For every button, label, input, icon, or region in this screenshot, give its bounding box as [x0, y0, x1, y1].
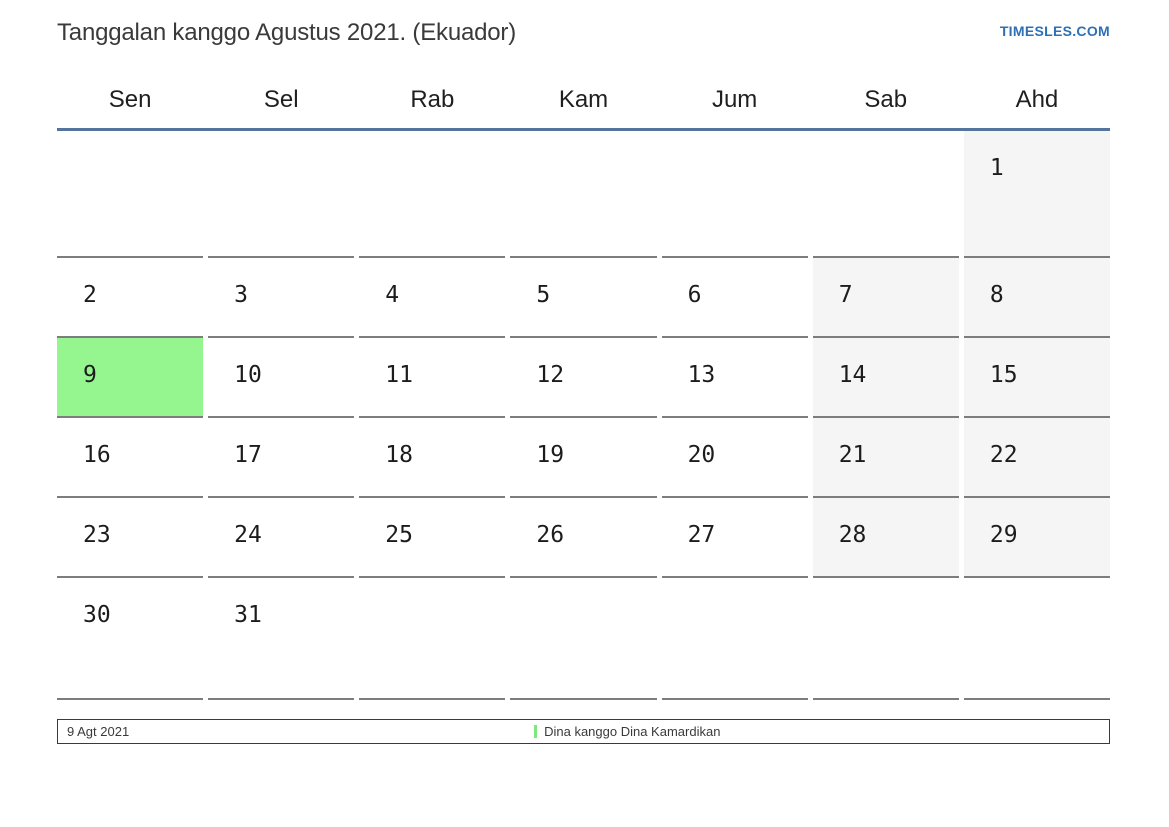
day-cell-30: 30 [57, 578, 204, 700]
day-cell-2: 2 [57, 258, 204, 338]
day-cell-15: 15 [963, 338, 1110, 418]
weekday-header-jum: Jum [711, 86, 758, 113]
day-cell-3: 3 [208, 258, 355, 338]
topbar: Tanggalan kanggo Agustus 2021. (Ekuador)… [57, 0, 1110, 75]
week-row-4: 16 17 18 19 20 21 22 [57, 418, 1110, 498]
weekday-header-ahd: Ahd [1015, 86, 1059, 113]
day-cell-6: 6 [661, 258, 808, 338]
weekday-header-rab: Rab [410, 86, 455, 113]
day-cell-13: 13 [661, 338, 808, 418]
weekday-header-row: Sen Sel Rab Kam Jum Sab Ahd [57, 75, 1110, 131]
day-cell-29: 29 [963, 498, 1110, 578]
calendar-grid: Sen Sel Rab Kam Jum Sab Ahd 1 2 3 4 5 6 7 8 9 10 11 12 13 1… [57, 75, 1110, 700]
day-cell-empty [510, 131, 657, 258]
day-cell-24: 24 [208, 498, 355, 578]
day-cell-28: 28 [812, 498, 959, 578]
day-cell-empty [661, 578, 808, 700]
day-cell-8: 8 [963, 258, 1110, 338]
day-cell-19: 19 [510, 418, 657, 498]
day-cell-9: 9 [57, 338, 204, 418]
day-cell-empty [661, 131, 808, 258]
calendar-page: Tanggalan kanggo Agustus 2021. (Ekuador)… [57, 0, 1110, 744]
weekday-header-sab: Sab [864, 86, 908, 113]
weekday-header-sen: Sen [108, 86, 152, 113]
legend-bar: 9 Agt 2021 Dina kanggo Dina Kamardikan [57, 719, 1110, 744]
week-row-6: 30 31 [57, 578, 1110, 700]
page-title: Tanggalan kanggo Agustus 2021. (Ekuador) [57, 19, 517, 46]
day-cell-1: 1 [963, 131, 1110, 258]
week-row-3: 9 10 11 12 13 14 15 [57, 338, 1110, 418]
day-cell-empty [812, 131, 959, 258]
weekday-header-kam: Kam [558, 86, 609, 113]
day-cell-21: 21 [812, 418, 959, 498]
day-cell-empty [208, 131, 355, 258]
day-cell-20: 20 [661, 418, 808, 498]
day-cell-empty [57, 131, 204, 258]
day-cell-empty [963, 578, 1110, 700]
day-cell-26: 26 [510, 498, 657, 578]
day-cell-empty [359, 578, 506, 700]
day-cell-27: 27 [661, 498, 808, 578]
day-cell-empty [510, 578, 657, 700]
day-cell-4: 4 [359, 258, 506, 338]
day-cell-16: 16 [57, 418, 204, 498]
brand-link[interactable]: TIMESLES.COM [999, 23, 1110, 39]
day-cell-22: 22 [963, 418, 1110, 498]
day-cell-5: 5 [510, 258, 657, 338]
day-cell-23: 23 [57, 498, 204, 578]
legend-date-label: 9 Agt 2021 [67, 724, 130, 739]
weeks-container: 1 2 3 4 5 6 7 8 9 10 11 12 13 14 15 16 17 18 19 20 21 22 23 24 2… [57, 131, 1110, 700]
legend-holiday: Dina kanggo Dina Kamardikan [534, 720, 720, 743]
day-cell-18: 18 [359, 418, 506, 498]
weekday-header-sel: Sel [263, 86, 299, 113]
legend-holiday-label: Dina kanggo Dina Kamardikan [544, 724, 721, 739]
day-cell-10: 10 [208, 338, 355, 418]
holiday-marker-icon [534, 725, 538, 738]
day-cell-7: 7 [812, 258, 959, 338]
day-cell-14: 14 [812, 338, 959, 418]
week-row-5: 23 24 25 26 27 28 29 [57, 498, 1110, 578]
day-cell-empty [359, 131, 506, 258]
day-cell-31: 31 [208, 578, 355, 700]
day-cell-empty [812, 578, 959, 700]
day-cell-17: 17 [208, 418, 355, 498]
day-cell-25: 25 [359, 498, 506, 578]
week-row-1: 1 [57, 131, 1110, 258]
day-cell-11: 11 [359, 338, 506, 418]
day-cell-12: 12 [510, 338, 657, 418]
